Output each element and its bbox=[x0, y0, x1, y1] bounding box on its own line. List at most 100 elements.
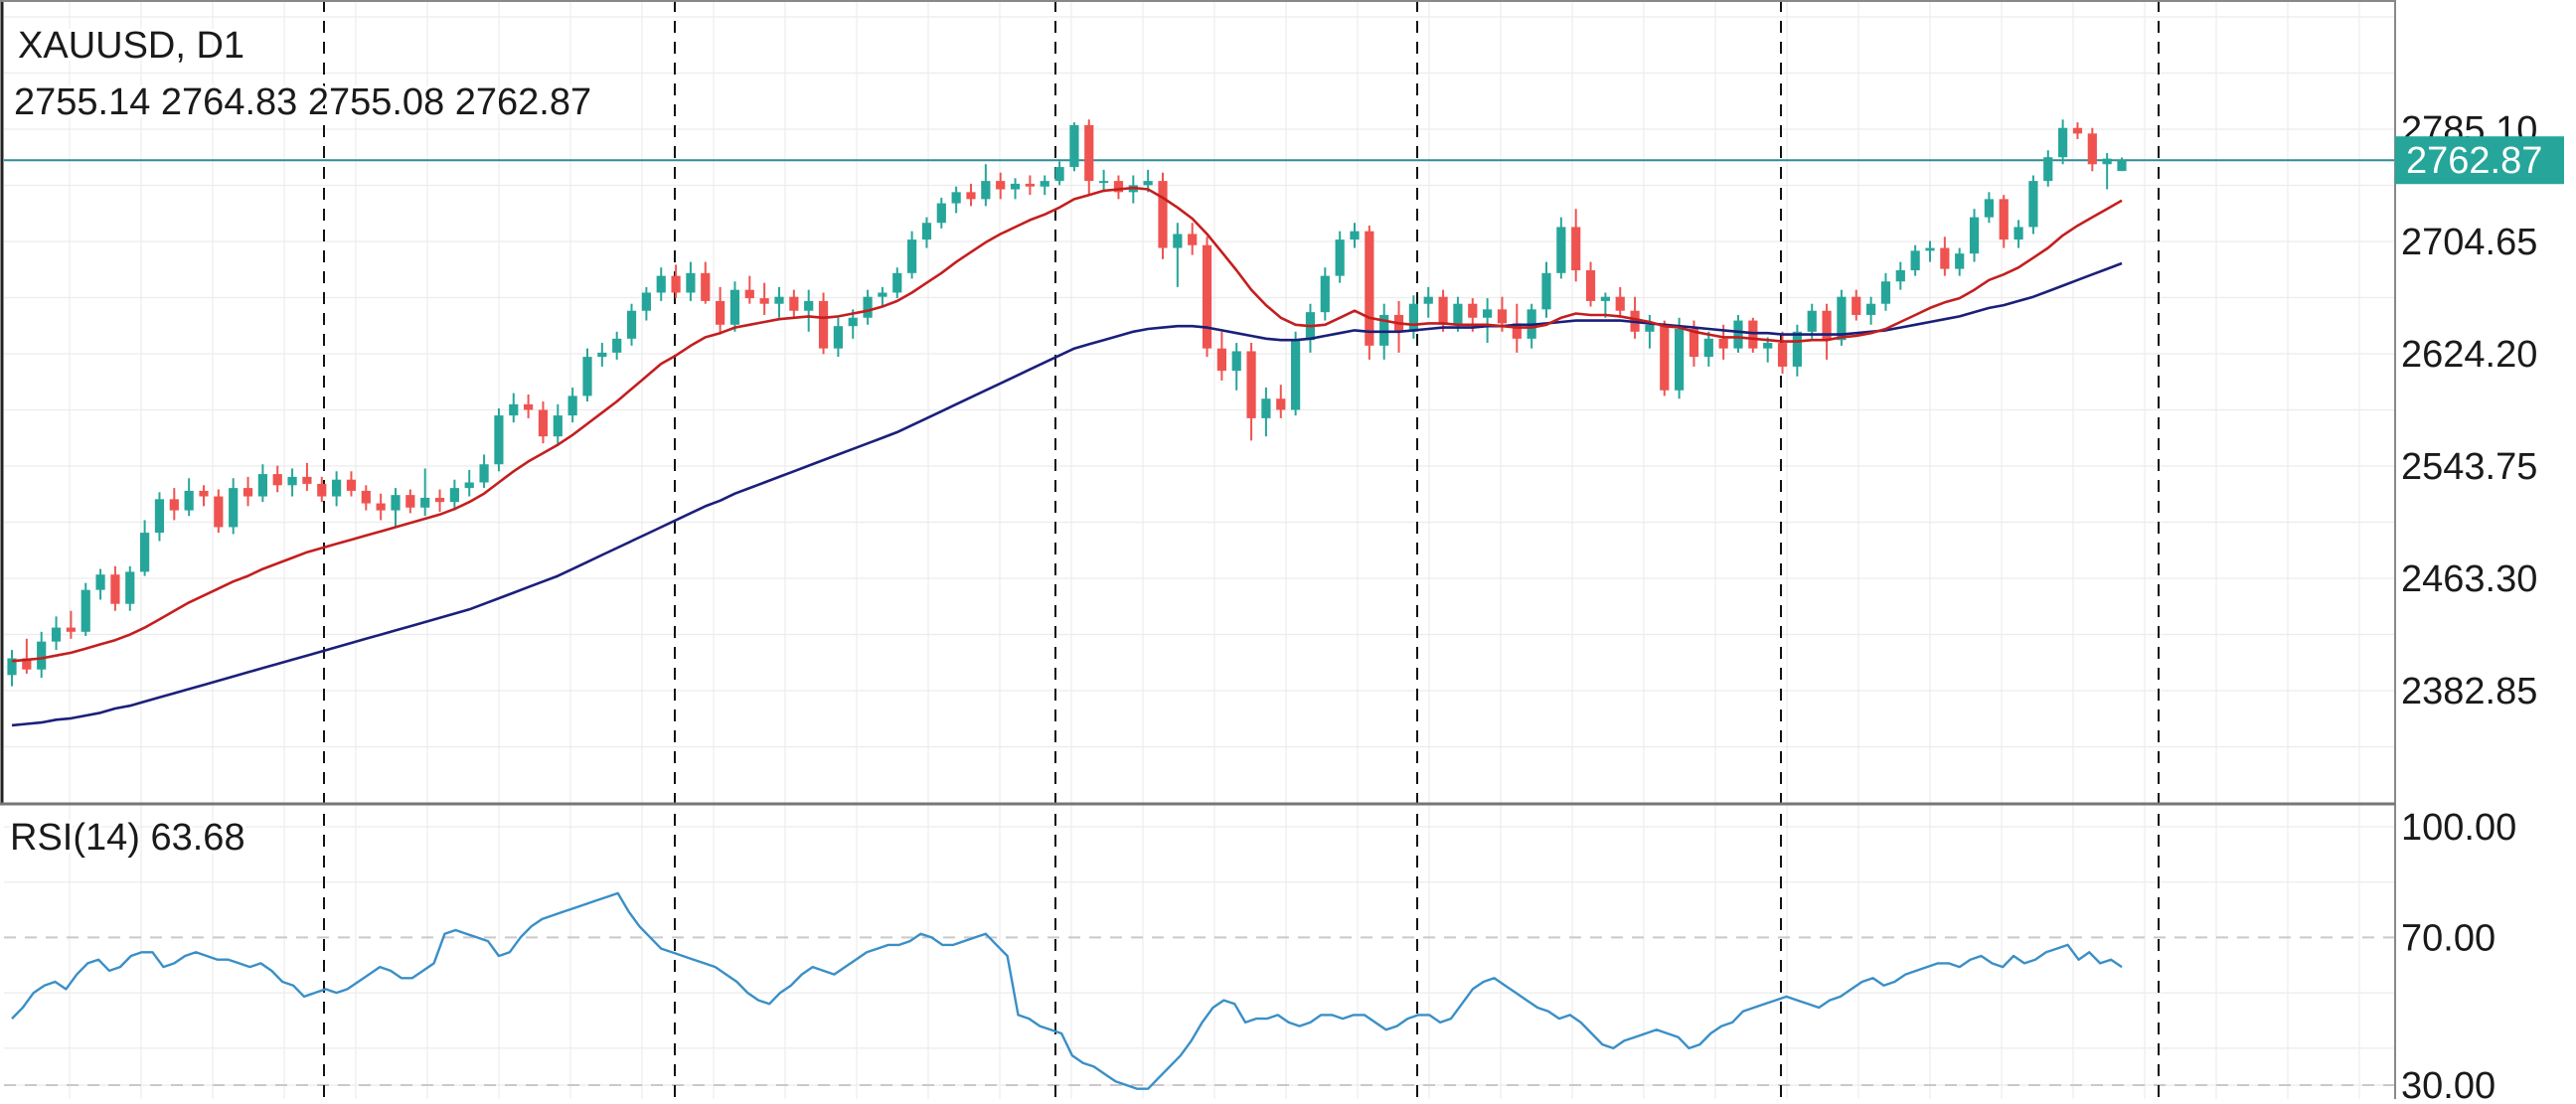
bullish-candle[interactable] bbox=[1350, 223, 1360, 248]
bullish-candle[interactable] bbox=[641, 286, 651, 321]
bearish-candle[interactable] bbox=[272, 465, 282, 493]
bullish-candle[interactable] bbox=[420, 468, 430, 517]
bullish-candle[interactable] bbox=[1335, 231, 1345, 283]
bullish-candle[interactable] bbox=[1807, 303, 1817, 339]
bullish-candle[interactable] bbox=[1675, 317, 1685, 399]
bullish-candle[interactable] bbox=[2013, 220, 2023, 248]
bullish-candle[interactable] bbox=[391, 488, 401, 528]
bullish-candle[interactable] bbox=[1423, 286, 1433, 318]
bearish-candle[interactable] bbox=[996, 172, 1006, 200]
bullish-candle[interactable] bbox=[656, 267, 666, 301]
bearish-candle[interactable] bbox=[66, 610, 76, 639]
bullish-candle[interactable] bbox=[51, 616, 62, 651]
bearish-candle[interactable] bbox=[1748, 317, 1758, 353]
bullish-candle[interactable] bbox=[774, 286, 784, 318]
bearish-candle[interactable] bbox=[818, 292, 829, 355]
bearish-candle[interactable] bbox=[434, 489, 445, 513]
bullish-candle[interactable] bbox=[464, 469, 474, 497]
bearish-candle[interactable] bbox=[22, 638, 32, 674]
bearish-candle[interactable] bbox=[759, 282, 769, 315]
bullish-candle[interactable] bbox=[1925, 240, 1935, 262]
bearish-candle[interactable] bbox=[405, 489, 415, 514]
bearish-candle[interactable] bbox=[1438, 289, 1448, 332]
bullish-candle[interactable] bbox=[1261, 387, 1271, 437]
bullish-candle[interactable] bbox=[1733, 314, 1743, 353]
bullish-candle[interactable] bbox=[1984, 192, 1994, 224]
bearish-candle[interactable] bbox=[199, 485, 209, 507]
bullish-candle[interactable] bbox=[597, 343, 607, 367]
bullish-candle[interactable] bbox=[1895, 261, 1905, 290]
bullish-candle[interactable] bbox=[95, 568, 105, 600]
bullish-candle[interactable] bbox=[257, 464, 267, 503]
bullish-candle[interactable] bbox=[449, 479, 459, 511]
bearish-candle[interactable] bbox=[1585, 261, 1596, 307]
bullish-candle[interactable] bbox=[2117, 157, 2127, 172]
bearish-candle[interactable] bbox=[169, 488, 179, 521]
bearish-candle[interactable] bbox=[1365, 226, 1374, 360]
bearish-candle[interactable] bbox=[1852, 289, 1861, 321]
bullish-candle[interactable] bbox=[125, 565, 135, 611]
bullish-candle[interactable] bbox=[612, 331, 622, 360]
bullish-candle[interactable] bbox=[1173, 223, 1183, 287]
bearish-candle[interactable] bbox=[524, 394, 534, 418]
bullish-candle[interactable] bbox=[1291, 331, 1301, 416]
bullish-candle[interactable] bbox=[7, 650, 17, 687]
bullish-candle[interactable] bbox=[1910, 244, 1920, 276]
bearish-candle[interactable] bbox=[1084, 119, 1094, 196]
bearish-candle[interactable] bbox=[346, 471, 357, 497]
bearish-candle[interactable] bbox=[671, 264, 681, 299]
bearish-candle[interactable] bbox=[789, 289, 799, 318]
bullish-candle[interactable] bbox=[804, 289, 814, 332]
bearish-candle[interactable] bbox=[1660, 320, 1670, 396]
bullish-candle[interactable] bbox=[1969, 209, 1980, 262]
bearish-candle[interactable] bbox=[701, 261, 711, 304]
bullish-candle[interactable] bbox=[2028, 175, 2038, 235]
bullish-candle[interactable] bbox=[1645, 314, 1655, 349]
bearish-candle[interactable] bbox=[716, 286, 725, 335]
bullish-candle[interactable] bbox=[140, 520, 150, 576]
bearish-candle[interactable] bbox=[361, 485, 371, 511]
bullish-candle[interactable] bbox=[2102, 153, 2112, 190]
bullish-candle[interactable] bbox=[1231, 343, 1241, 391]
bullish-candle[interactable] bbox=[1069, 122, 1079, 172]
bullish-candle[interactable] bbox=[1010, 178, 1021, 200]
bullish-candle[interactable] bbox=[509, 393, 519, 423]
bearish-candle[interactable] bbox=[1571, 209, 1581, 282]
bullish-candle[interactable] bbox=[686, 261, 696, 301]
bullish-candle[interactable] bbox=[2058, 119, 2068, 165]
bullish-candle[interactable] bbox=[184, 478, 194, 517]
bearish-candle[interactable] bbox=[110, 565, 120, 611]
bearish-candle[interactable] bbox=[538, 401, 549, 444]
bearish-candle[interactable] bbox=[376, 493, 386, 521]
bearish-candle[interactable] bbox=[1202, 237, 1212, 358]
bullish-candle[interactable] bbox=[1556, 217, 1566, 279]
bearish-candle[interactable] bbox=[242, 476, 253, 507]
bullish-candle[interactable] bbox=[626, 303, 637, 346]
bearish-candle[interactable] bbox=[1025, 175, 1035, 196]
bearish-candle[interactable] bbox=[1615, 286, 1625, 318]
bearish-candle[interactable] bbox=[2087, 127, 2097, 172]
bullish-candle[interactable] bbox=[1483, 298, 1493, 344]
bullish-candle[interactable] bbox=[1866, 296, 1876, 325]
bearish-candle[interactable] bbox=[1822, 303, 1832, 360]
bullish-candle[interactable] bbox=[154, 492, 165, 542]
bullish-candle[interactable] bbox=[936, 197, 946, 229]
bullish-candle[interactable] bbox=[2043, 150, 2053, 187]
bullish-candle[interactable] bbox=[287, 468, 297, 497]
bullish-candle[interactable] bbox=[494, 408, 504, 472]
bearish-candle[interactable] bbox=[1216, 331, 1226, 381]
bearish-candle[interactable] bbox=[214, 489, 224, 534]
bearish-candle[interactable] bbox=[1468, 298, 1478, 332]
bullish-candle[interactable] bbox=[1541, 261, 1551, 318]
bearish-candle[interactable] bbox=[1777, 331, 1788, 374]
bearish-candle[interactable] bbox=[302, 462, 312, 491]
bullish-candle[interactable] bbox=[553, 403, 563, 446]
bullish-candle[interactable] bbox=[1763, 337, 1773, 363]
bullish-candle[interactable] bbox=[892, 267, 902, 299]
bullish-candle[interactable] bbox=[951, 186, 961, 214]
bullish-candle[interactable] bbox=[1600, 292, 1610, 318]
bearish-candle[interactable] bbox=[744, 275, 754, 304]
bullish-candle[interactable] bbox=[332, 471, 342, 507]
